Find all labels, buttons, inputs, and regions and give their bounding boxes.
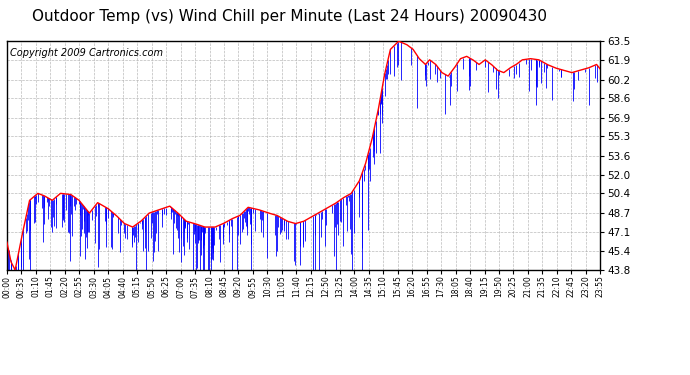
Text: Outdoor Temp (vs) Wind Chill per Minute (Last 24 Hours) 20090430: Outdoor Temp (vs) Wind Chill per Minute … [32,9,547,24]
Text: Copyright 2009 Cartronics.com: Copyright 2009 Cartronics.com [10,48,163,58]
